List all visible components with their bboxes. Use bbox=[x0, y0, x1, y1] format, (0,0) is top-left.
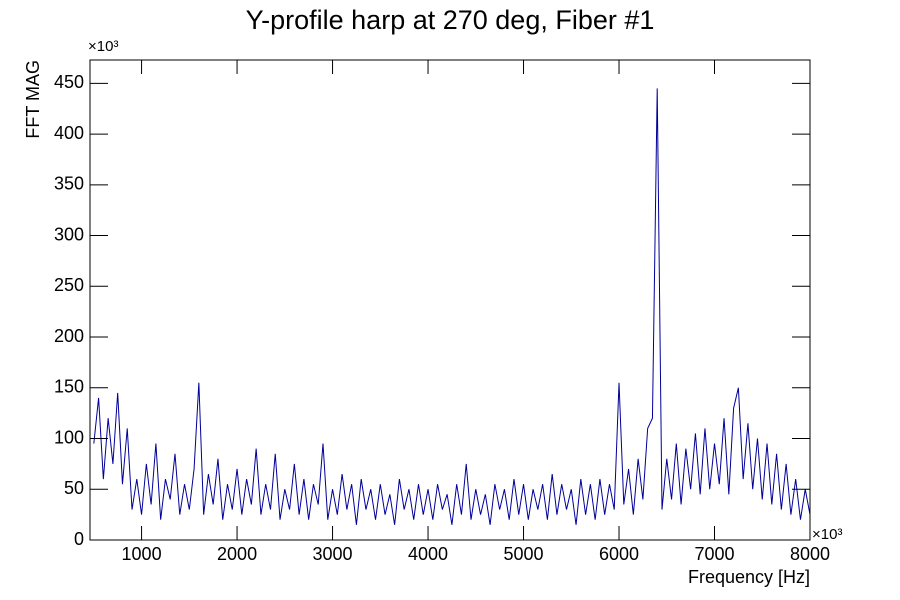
y-tick-label: 150 bbox=[54, 377, 84, 397]
plot-frame bbox=[89, 59, 811, 541]
x-tick-label: 6000 bbox=[599, 544, 639, 564]
x-tick-label: 5000 bbox=[504, 544, 544, 564]
y-multiplier: ×10³ bbox=[88, 38, 118, 55]
y-tick-label: 50 bbox=[64, 478, 84, 498]
x-tick-label: 8000 bbox=[790, 544, 830, 564]
y-tick-label: 200 bbox=[54, 326, 84, 346]
x-multiplier: ×10³ bbox=[812, 526, 842, 543]
chart-title: Y-profile harp at 270 deg, Fiber #1 bbox=[246, 5, 655, 35]
y-tick-label: 400 bbox=[54, 123, 84, 143]
data-line bbox=[93, 88, 811, 525]
y-tick-label: 100 bbox=[54, 427, 84, 447]
x-tick-label: 4000 bbox=[408, 544, 448, 564]
y-tick-label: 450 bbox=[54, 72, 84, 92]
x-tick-label: 3000 bbox=[313, 544, 353, 564]
x-axis-label: Frequency [Hz] bbox=[688, 567, 810, 587]
y-tick-label: 0 bbox=[74, 529, 84, 549]
y-tick-label: 300 bbox=[54, 224, 84, 244]
x-tick-label: 7000 bbox=[694, 544, 734, 564]
y-axis-label: FFT MAG bbox=[23, 60, 43, 139]
x-tick-label: 1000 bbox=[122, 544, 162, 564]
y-tick-label: 250 bbox=[54, 275, 84, 295]
x-tick-label: 2000 bbox=[217, 544, 257, 564]
y-tick-label: 350 bbox=[54, 174, 84, 194]
